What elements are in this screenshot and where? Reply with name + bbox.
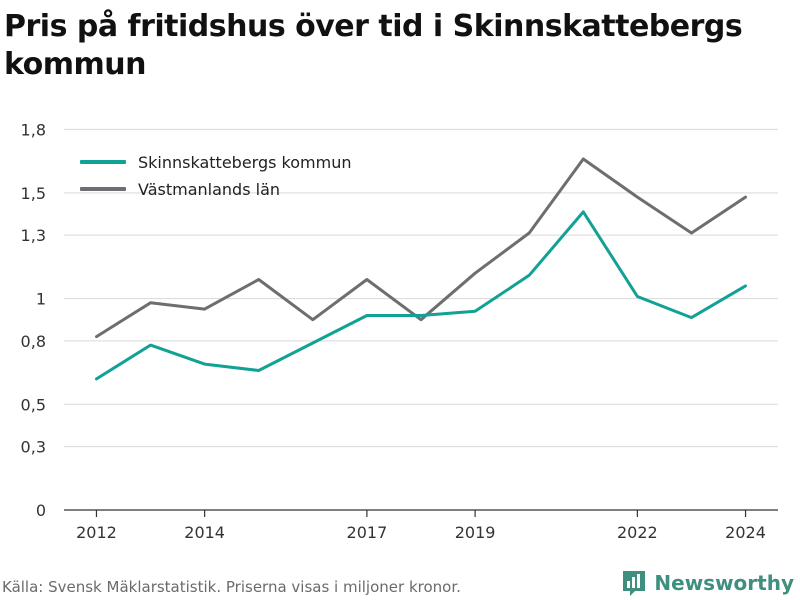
chart-title: Pris på fritidshus över tid i Skinnskatt…	[4, 9, 743, 82]
y-tick-label: 0	[36, 501, 46, 520]
legend-swatch	[80, 187, 126, 191]
x-tick-label: 2019	[455, 523, 496, 542]
series-line-skinnskatteberg	[95, 210, 747, 381]
x-axis: 2012 2014 2017 2019 2022 2024	[64, 509, 778, 542]
y-tick-label: 0,5	[21, 395, 46, 414]
x-tick-label: 2017	[347, 523, 388, 542]
legend: Skinnskattebergs kommun Västmanlands län	[80, 153, 351, 199]
series-line-vastmanland	[95, 157, 747, 339]
x-tick-label: 2022	[617, 523, 658, 542]
y-tick-label: 1,8	[21, 120, 46, 139]
legend-swatch	[80, 160, 126, 164]
source-note: Källa: Svensk Mäklarstatistik. Priserna …	[2, 578, 461, 596]
y-tick-label: 1	[36, 290, 46, 309]
y-tick-label: 1,5	[21, 184, 46, 203]
y-tick-label: 1,3	[21, 226, 46, 245]
y-axis-ticks: 0 0,3 0,5 0,8 1 1,3 1,5 1,8	[21, 120, 46, 520]
legend-label: Skinnskattebergs kommun	[138, 153, 351, 172]
x-tick-label: 2024	[725, 523, 766, 542]
newsworthy-logo-icon	[623, 571, 646, 596]
x-tick-label: 2014	[184, 523, 225, 542]
series-lines	[95, 157, 747, 381]
y-tick-label: 0,3	[21, 438, 46, 457]
brand-logo[interactable]: Newsworthy	[621, 568, 794, 598]
brand-name: Newsworthy	[654, 571, 794, 595]
gridlines	[64, 128, 778, 448]
x-tick-label: 2012	[76, 523, 117, 542]
y-tick-label: 0,8	[21, 332, 46, 351]
legend-label: Västmanlands län	[138, 180, 280, 199]
